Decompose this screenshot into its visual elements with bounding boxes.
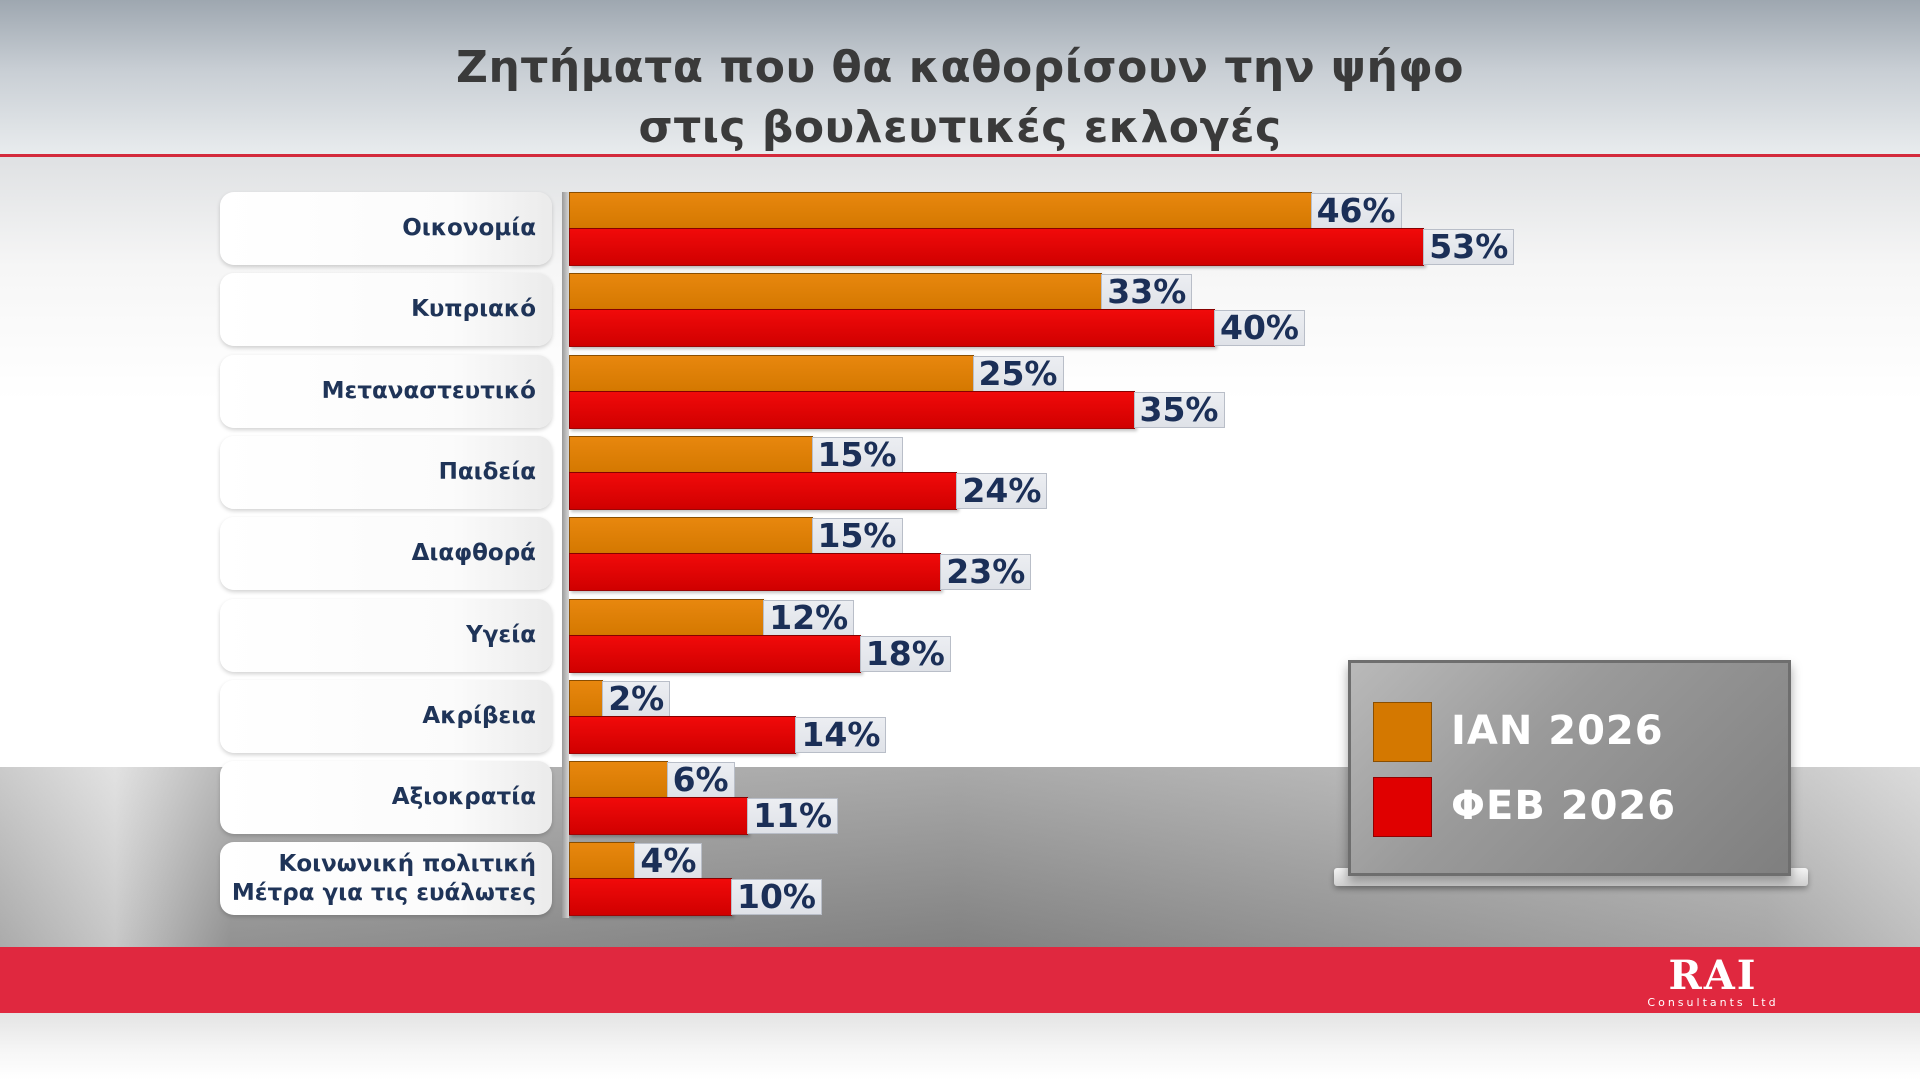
bar-feb [569,797,749,836]
logo-wordmark: RAI [1668,952,1758,999]
footer-strip [0,1013,1920,1080]
value-label-feb: 23% [940,554,1032,591]
category-label: Ακρίβεια [422,702,536,729]
legend-swatch-feb [1373,777,1432,837]
bar-feb [569,390,1135,429]
chart-title: Ζητήματα που θα καθορίσουν την ψήφο στις… [0,38,1920,158]
value-label-feb: 35% [1133,391,1225,428]
value-label-feb: 11% [747,798,839,835]
rai-logo: RAI Consultants Ltd [1638,955,1788,1011]
bar-jan [569,192,1312,230]
value-label-jan: 15% [811,518,903,555]
bar-feb [569,878,732,917]
value-label-jan: 33% [1101,274,1193,311]
chart-axis [562,192,569,918]
bar-jan [569,842,636,881]
value-label-feb: 14% [795,716,887,753]
value-label-feb: 10% [731,879,822,916]
bar-jan [569,517,813,556]
bar-feb [569,309,1215,348]
category-label-box: Παιδεία [220,435,552,509]
header-background [0,0,1920,155]
bar-feb [569,228,1425,266]
title-line-2: στις βουλευτικές εκλογές [638,102,1282,153]
category-label: Υγεία [466,621,536,648]
category-label-box: Υγεία [220,598,552,672]
legend-label-jan: ΙΑΝ 2026 [1451,708,1664,754]
legend-swatch-jan [1373,702,1432,762]
bar-feb [569,553,942,592]
bar-jan [569,273,1103,312]
value-label-jan: 2% [602,680,671,717]
legend: ΙΑΝ 2026 ΦΕΒ 2026 [1348,660,1791,876]
category-label-box: Κυπριακό [220,273,552,347]
bar-feb [569,715,797,754]
category-label-box: Οικονομία [220,192,552,265]
logo-subtitle: Consultants Ltd [1647,996,1779,1009]
title-line-1: Ζητήματα που θα καθορίσουν την ψήφο [456,42,1464,93]
legend-label-feb: ΦΕΒ 2026 [1451,783,1677,829]
bar-feb [569,471,958,510]
bar-jan [569,761,668,800]
category-label: Μεταναστευτικό [321,377,536,404]
value-label-feb: 18% [859,635,951,672]
bar-jan [569,435,813,474]
bar-jan [569,679,604,718]
bar-jan [569,598,765,637]
title-divider [0,154,1920,157]
value-label-jan: 12% [763,599,855,636]
value-label-jan: 46% [1310,193,1402,229]
category-label-box: Ακρίβεια [220,679,552,753]
footer-band [0,947,1920,1013]
value-label-feb: 24% [956,472,1048,509]
value-label-jan: 25% [972,355,1064,392]
category-label-box: Αξιοκρατία [220,761,552,835]
category-label: Παιδεία [438,458,536,485]
value-label-feb: 40% [1214,310,1305,347]
value-label-jan: 15% [811,436,903,473]
category-label: Διαφθορά [411,540,536,567]
bar-jan [569,354,974,393]
category-label: Κυπριακό [411,296,536,323]
category-label-box: Μεταναστευτικό [220,354,552,428]
category-label: Οικονομία [402,215,536,241]
category-label-box: Κοινωνική πολιτική Μέτρα για τις ευάλωτε… [220,842,552,916]
value-label-jan: 4% [634,843,703,880]
value-label-jan: 6% [666,762,735,799]
value-label-feb: 53% [1423,229,1515,265]
category-label: Κοινωνική πολιτική Μέτρα για τις ευάλωτε… [231,850,536,906]
category-label: Αξιοκρατία [391,784,536,811]
bar-feb [569,634,861,673]
category-label-box: Διαφθορά [220,517,552,591]
